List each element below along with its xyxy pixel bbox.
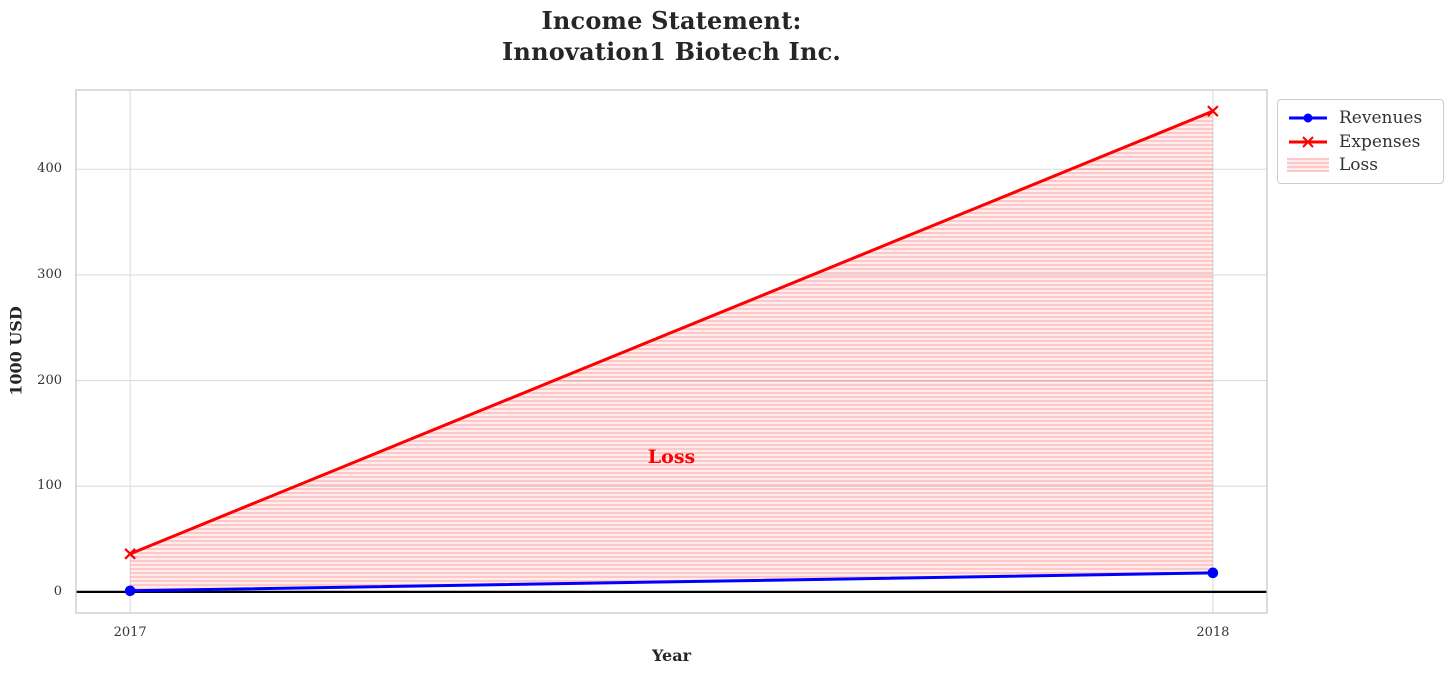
- chart-title-line2: Innovation1 Biotech Inc.: [502, 37, 841, 66]
- expenses-marker: [1207, 105, 1219, 117]
- legend-item-revenues: Revenues: [1287, 107, 1434, 129]
- legend-item-expenses: Expenses: [1287, 131, 1434, 153]
- y-tick-label: 300: [37, 266, 62, 282]
- y-tick-label: 0: [53, 583, 62, 599]
- y-tick-label: 100: [37, 478, 62, 494]
- x-tick-label: 2017: [113, 625, 147, 640]
- y-tick-label: 200: [37, 372, 62, 388]
- y-axis-label: 1000 USD: [6, 306, 26, 396]
- legend-label-expenses: Expenses: [1339, 131, 1421, 152]
- revenues-marker: [124, 585, 136, 597]
- legend: Revenues Expenses Loss: [1277, 99, 1444, 184]
- chart-title: Income Statement: Innovation1 Biotech In…: [76, 5, 1267, 67]
- revenues-marker: [1207, 567, 1219, 579]
- expenses-line: [128, 109, 1215, 556]
- legend-label-revenues: Revenues: [1339, 108, 1423, 128]
- revenues-line: [128, 571, 1215, 593]
- plot-spines: [75, 89, 1268, 614]
- expenses-marker: [124, 548, 136, 560]
- legend-item-loss: Loss: [1287, 154, 1434, 176]
- chart-title-line1: Income Statement:: [541, 6, 802, 35]
- x-axis-label: Year: [651, 646, 692, 665]
- expenses-line-icon: [1289, 135, 1327, 148]
- revenues-line-icon: [1289, 113, 1327, 123]
- loss-fill-area: [130, 111, 1213, 591]
- x-tick-label: 2018: [1196, 625, 1230, 640]
- loss-annotation: Loss: [647, 445, 696, 468]
- legend-label-loss: Loss: [1339, 155, 1378, 175]
- loss-patch-icon: [1287, 158, 1329, 172]
- y-tick-label: 400: [37, 161, 62, 177]
